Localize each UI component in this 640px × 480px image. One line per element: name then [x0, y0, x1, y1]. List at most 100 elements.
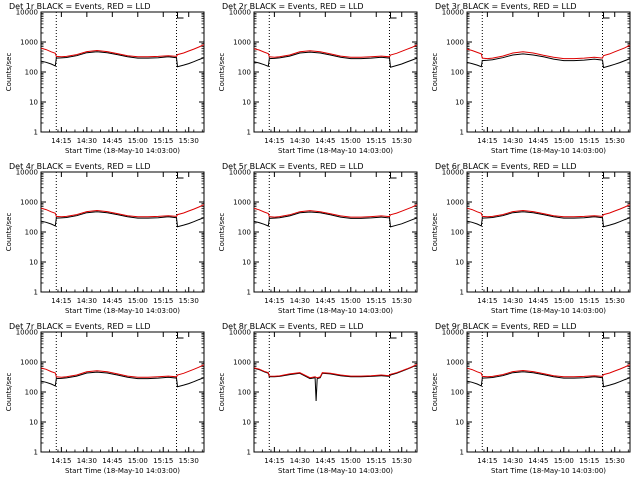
lld-series-line	[253, 363, 418, 379]
x-tick-label: 14:30	[290, 297, 310, 305]
y-tick-label: 10000	[16, 329, 38, 337]
y-tick-label: 1000	[20, 199, 38, 207]
x-axis-label: Start Time (18-May-10 14:03:00)	[491, 467, 606, 475]
y-tick-label: 1	[34, 449, 38, 457]
y-tick-label: 100	[451, 69, 464, 77]
y-tick-label: 10000	[442, 9, 464, 17]
y-tick-label: 100	[25, 229, 38, 237]
y-tick-label: 10000	[442, 169, 464, 177]
y-tick-label: 100	[238, 69, 251, 77]
x-tick-label: 15:30	[179, 137, 199, 145]
y-tick-label: 1000	[446, 359, 464, 367]
interval-bracket-marker	[603, 332, 610, 339]
plot-panel-2: Det 2r BLACK = Events, RED = LLD 1 10 100 10…	[218, 2, 418, 155]
y-axis-label: Counts/sec	[218, 53, 226, 92]
x-tick-label: 14:45	[102, 137, 122, 145]
lld-series-line	[40, 364, 205, 378]
x-tick-label: 15:30	[179, 297, 199, 305]
x-tick-label: 14:30	[503, 457, 523, 465]
x-tick-label: 15:15	[153, 137, 173, 145]
events-series-line	[40, 51, 205, 68]
plot-panel-5: Det 5r BLACK = Events, RED = LLD 1 10 100 10…	[218, 162, 418, 315]
lld-series-line	[466, 204, 631, 218]
x-tick-label: 14:30	[77, 137, 97, 145]
plot-title: Det 4r BLACK = Events, RED = LLD	[9, 162, 151, 171]
x-tick-label: 14:15	[51, 137, 71, 145]
plot-panel-3: Det 3r BLACK = Events, RED = LLD 1 10 100 10…	[431, 2, 631, 155]
lld-series-line	[40, 44, 205, 58]
x-tick-label: 14:45	[528, 457, 548, 465]
y-tick-label: 10	[242, 259, 251, 267]
interval-bracket-marker	[603, 172, 610, 179]
plot-frame	[253, 11, 418, 133]
y-tick-label: 100	[238, 389, 251, 397]
y-tick-label: 1	[247, 289, 251, 297]
x-axis-label: Start Time (18-May-10 14:03:00)	[65, 307, 180, 315]
y-tick-label: 10000	[16, 9, 38, 17]
x-tick-label: 14:30	[290, 137, 310, 145]
y-axis-label: Counts/sec	[5, 213, 13, 252]
y-axis-label: Counts/sec	[218, 373, 226, 412]
x-tick-label: 15:15	[366, 137, 386, 145]
x-tick-label: 15:30	[605, 137, 625, 145]
interval-bracket-marker	[603, 12, 610, 19]
y-tick-label: 10	[242, 419, 251, 427]
x-tick-label: 15:00	[128, 297, 148, 305]
y-tick-label: 10000	[229, 169, 251, 177]
y-tick-label: 1000	[20, 39, 38, 47]
x-tick-label: 14:15	[264, 297, 284, 305]
y-tick-label: 1	[247, 129, 251, 137]
y-tick-label: 10	[29, 259, 38, 267]
x-tick-label: 14:15	[51, 297, 71, 305]
x-tick-label: 15:15	[153, 457, 173, 465]
plot-frame	[466, 331, 631, 453]
x-tick-label: 14:30	[77, 457, 97, 465]
x-axis-label: Start Time (18-May-10 14:03:00)	[491, 307, 606, 315]
y-tick-label: 100	[25, 389, 38, 397]
y-axis-label: Counts/sec	[5, 53, 13, 92]
lld-series-line	[253, 204, 418, 218]
plot-frame	[253, 171, 418, 293]
x-tick-label: 14:45	[528, 137, 548, 145]
plot-frame	[40, 11, 205, 133]
y-tick-label: 1000	[233, 359, 251, 367]
plot-title: Det 9r BLACK = Events, RED = LLD	[435, 322, 577, 331]
y-tick-label: 1	[247, 449, 251, 457]
x-tick-label: 14:45	[528, 297, 548, 305]
x-tick-label: 14:15	[51, 457, 71, 465]
plot-frame	[253, 331, 418, 453]
plot-panel-1: Det 1r BLACK = Events, RED = LLD 1 10 100 10…	[5, 2, 205, 155]
x-tick-label: 14:15	[477, 457, 497, 465]
x-tick-label: 14:30	[503, 297, 523, 305]
plot-frame	[40, 171, 205, 293]
x-tick-label: 15:00	[554, 457, 574, 465]
plot-panel-9: Det 9r BLACK = Events, RED = LLD 1 10 100 10…	[431, 322, 631, 475]
plot-frame	[40, 331, 205, 453]
x-axis-label: Start Time (18-May-10 14:03:00)	[65, 147, 180, 155]
y-tick-label: 10000	[229, 9, 251, 17]
x-tick-label: 15:30	[392, 457, 412, 465]
x-tick-label: 15:30	[392, 137, 412, 145]
y-tick-label: 100	[451, 229, 464, 237]
plot-frame	[466, 171, 631, 293]
y-tick-label: 1000	[446, 199, 464, 207]
events-series-line	[466, 53, 631, 69]
y-axis-label: Counts/sec	[431, 213, 439, 252]
plot-title: Det 6r BLACK = Events, RED = LLD	[435, 162, 577, 171]
events-series-line	[253, 211, 418, 228]
x-tick-label: 15:15	[366, 297, 386, 305]
x-tick-label: 15:30	[605, 297, 625, 305]
x-tick-label: 15:30	[179, 457, 199, 465]
x-tick-label: 14:45	[102, 457, 122, 465]
y-axis-label: Counts/sec	[431, 373, 439, 412]
y-tick-label: 100	[238, 229, 251, 237]
plot-panel-4: Det 4r BLACK = Events, RED = LLD 1 10 100 10…	[5, 162, 205, 315]
plot-frame	[466, 11, 631, 133]
x-tick-label: 15:00	[341, 297, 361, 305]
y-tick-label: 1000	[20, 359, 38, 367]
y-axis-label: Counts/sec	[218, 213, 226, 252]
y-axis-label: Counts/sec	[431, 53, 439, 92]
x-tick-label: 15:15	[153, 297, 173, 305]
plot-title: Det 2r BLACK = Events, RED = LLD	[222, 2, 364, 11]
plot-title: Det 1r BLACK = Events, RED = LLD	[9, 2, 151, 11]
